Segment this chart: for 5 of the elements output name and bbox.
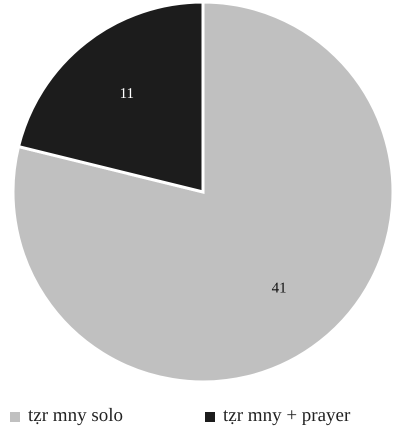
- pie-slice: [12, 0, 394, 384]
- legend-label: tẓr mny + prayer: [223, 405, 351, 426]
- data-label: 11: [120, 86, 134, 102]
- data-label: 41: [272, 280, 287, 297]
- slice-label: tẓr mny solo: [28, 405, 123, 426]
